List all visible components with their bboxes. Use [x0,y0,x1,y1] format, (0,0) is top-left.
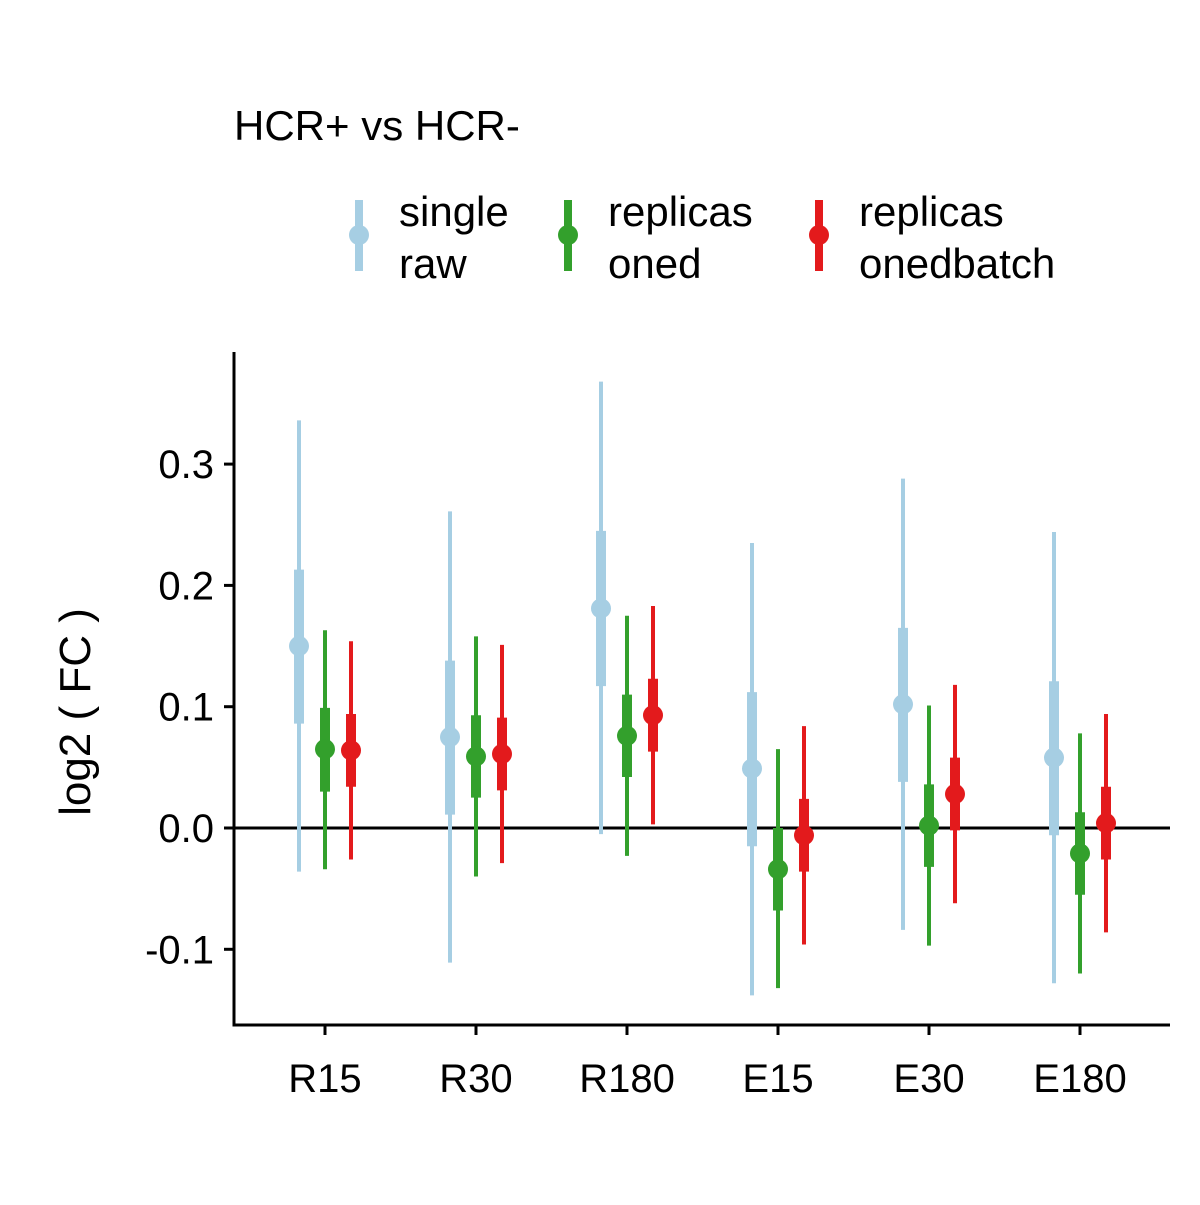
point-estimate [945,784,965,805]
y-tick-label: 0.2 [158,564,214,608]
x-tick-label: E15 [742,1057,813,1101]
point-estimate [466,746,486,767]
axes: -0.1 0.0 0.1 0.2 0.3 R15 R30 R180 E15 E30 E180 [145,352,1170,1101]
x-tick-label: R30 [439,1057,512,1101]
y-tick-label: 0.3 [158,443,214,487]
point-estimate [617,725,637,746]
y-tick-label: 0.1 [158,686,214,730]
x-tick-label: E30 [893,1057,964,1101]
y-tick-label: -0.1 [145,928,214,972]
legend-title: HCR+ vs HCR- [234,102,520,149]
point-estimate [341,740,361,761]
point-estimate [742,758,762,779]
point-estimate [315,739,335,760]
point-estimate [643,705,663,726]
point-estimate [1070,843,1090,864]
legend-label: oned [608,240,701,287]
legend-items: single raw replicas oned replicas onedbatch [349,188,1055,287]
legend-label: single [399,188,509,235]
x-tick-label: R15 [288,1057,361,1101]
y-axis-title: log2 ( FC ) [51,608,100,816]
y-tick-label: 0.0 [158,807,214,851]
legend-label: onedbatch [859,240,1055,287]
series-group [341,606,1116,945]
point-estimate [768,859,788,880]
legend: HCR+ vs HCR- singlerawreplicasonedreplic… [234,102,1055,287]
legend-key-point [349,225,369,245]
x-tick-label: E180 [1033,1057,1126,1101]
point-estimate [893,694,913,715]
x-tick-label: R180 [579,1057,675,1101]
legend-label: replicas [859,188,1004,235]
point-estimate [440,727,460,748]
legend-label: raw [399,240,467,287]
legend-key-point [809,225,829,245]
point-estimate [492,744,512,765]
series-group [289,381,1064,996]
point-estimate [591,598,611,619]
legend-item: replicas onedbatch [809,188,1055,287]
point-estimate [794,825,814,846]
legend-label: replicas [608,188,753,235]
legend-item: single raw [349,188,509,287]
point-estimate [1096,813,1116,834]
point-estimate [919,815,939,836]
legend-item: replicas oned [558,188,753,287]
legend-key-point [558,225,578,245]
point-estimate [289,636,309,657]
point-estimate [1044,747,1064,768]
data-marks [289,381,1116,996]
series-group [315,615,1090,989]
